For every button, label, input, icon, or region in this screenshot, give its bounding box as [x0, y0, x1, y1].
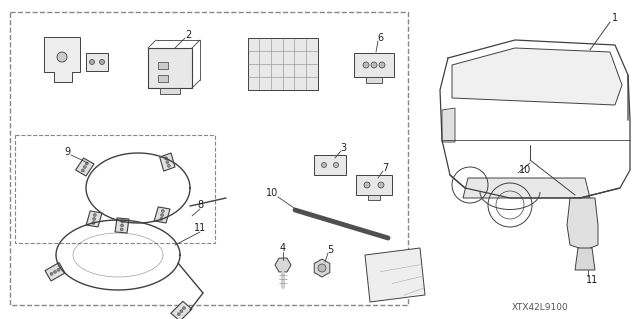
Bar [368, 195, 380, 200]
Text: 9: 9 [64, 147, 70, 157]
Circle shape [363, 62, 369, 68]
Circle shape [177, 313, 180, 316]
Bar [158, 75, 168, 82]
Text: 2: 2 [185, 30, 191, 40]
Bar [15, 135, 215, 243]
Circle shape [378, 182, 384, 188]
Polygon shape [575, 248, 595, 270]
Circle shape [167, 164, 170, 167]
Bar [354, 53, 394, 77]
Circle shape [120, 224, 124, 227]
Text: 11: 11 [194, 223, 206, 233]
Polygon shape [452, 48, 622, 105]
Polygon shape [567, 198, 598, 250]
Polygon shape [86, 211, 102, 227]
Polygon shape [45, 263, 65, 281]
Circle shape [83, 166, 86, 168]
Circle shape [321, 162, 326, 167]
Bar [10, 12, 408, 305]
Circle shape [364, 182, 370, 188]
Circle shape [92, 221, 95, 224]
Polygon shape [365, 248, 425, 302]
Polygon shape [154, 207, 170, 223]
Circle shape [121, 220, 124, 223]
Circle shape [166, 160, 169, 164]
Circle shape [333, 162, 339, 167]
Bar [158, 62, 168, 69]
Circle shape [182, 307, 186, 309]
Polygon shape [314, 259, 330, 277]
Polygon shape [160, 153, 175, 171]
Circle shape [57, 52, 67, 62]
Text: 3: 3 [340, 143, 346, 153]
Bar [160, 88, 180, 94]
Polygon shape [275, 258, 291, 272]
Bar [314, 155, 346, 175]
Text: XTX42L9100: XTX42L9100 [511, 303, 568, 313]
Polygon shape [442, 108, 455, 142]
Bar [86, 53, 108, 71]
Circle shape [81, 169, 84, 172]
Polygon shape [76, 158, 94, 176]
Bar [148, 48, 192, 88]
Circle shape [90, 60, 95, 64]
Bar [356, 175, 392, 195]
Text: 1: 1 [612, 13, 618, 23]
Text: 4: 4 [280, 243, 286, 253]
Circle shape [120, 228, 123, 231]
Bar [248, 38, 318, 90]
Circle shape [54, 270, 56, 273]
Circle shape [161, 213, 164, 217]
Circle shape [85, 162, 88, 165]
Circle shape [161, 210, 164, 212]
Circle shape [164, 157, 168, 160]
Circle shape [57, 268, 60, 271]
Text: 5: 5 [327, 245, 333, 255]
Polygon shape [44, 37, 80, 82]
Text: 10: 10 [266, 188, 278, 198]
Text: 6: 6 [377, 33, 383, 43]
Text: 7: 7 [382, 163, 388, 173]
Circle shape [93, 213, 96, 217]
Bar [366, 77, 382, 83]
Circle shape [99, 60, 104, 64]
Circle shape [318, 264, 326, 272]
Circle shape [371, 62, 377, 68]
Circle shape [379, 62, 385, 68]
Circle shape [50, 272, 53, 275]
Polygon shape [463, 178, 590, 198]
Text: 11: 11 [586, 275, 598, 285]
Text: 8: 8 [197, 200, 203, 210]
Circle shape [160, 217, 163, 220]
Circle shape [180, 310, 183, 313]
Polygon shape [171, 301, 192, 319]
Polygon shape [115, 218, 129, 233]
Circle shape [93, 218, 95, 220]
Text: 10: 10 [519, 165, 531, 175]
